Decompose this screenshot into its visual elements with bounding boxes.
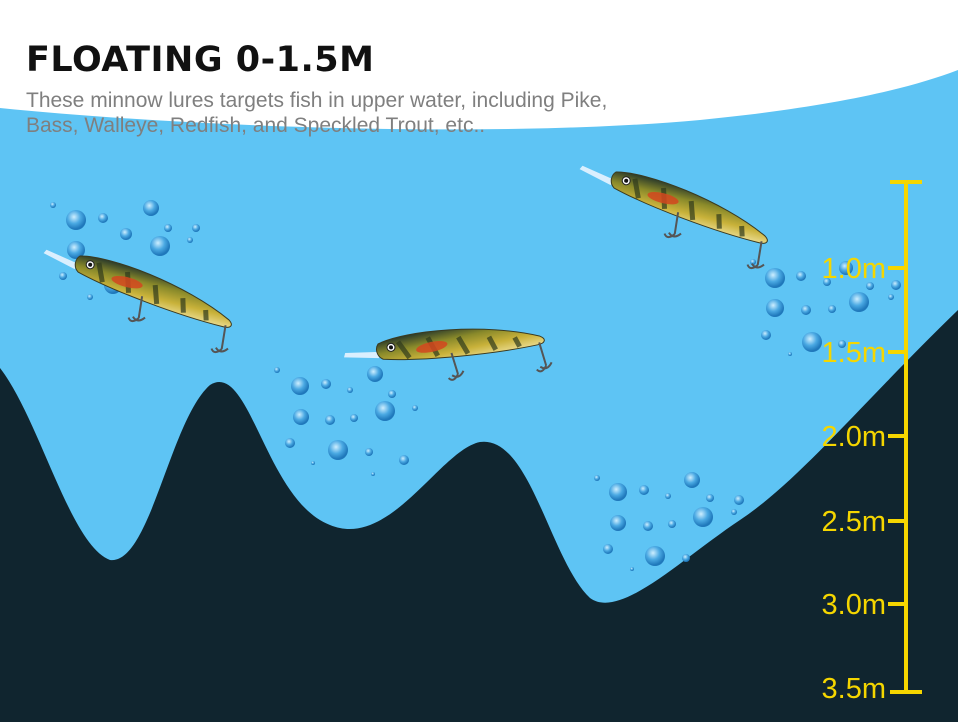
- page-description: These minnow lures targets fish in upper…: [26, 88, 786, 138]
- depth-label-1: 1.0m: [822, 253, 886, 285]
- page-title: FLOATING 0-1.5M: [26, 40, 375, 80]
- bubble-cluster-lower: [594, 472, 744, 571]
- depth-label-6: 3.5m: [822, 673, 886, 705]
- seabed-hills: [0, 310, 958, 722]
- bubble-cluster-middle: [274, 366, 418, 476]
- bubble-cluster-right: [750, 259, 901, 356]
- depth-label-2: 1.5m: [822, 337, 886, 369]
- description-line-2: Bass, Walleye, Redfish, and Speckled Tro…: [26, 114, 486, 137]
- depth-label-4: 2.5m: [822, 506, 886, 538]
- depth-label-3: 2.0m: [822, 421, 886, 453]
- depth-label-5: 3.0m: [822, 589, 886, 621]
- description-line-1: These minnow lures targets fish in upper…: [26, 89, 608, 112]
- depth-scale: 1.0m 1.5m 2.0m 2.5m 3.0m 3.5m: [822, 180, 922, 705]
